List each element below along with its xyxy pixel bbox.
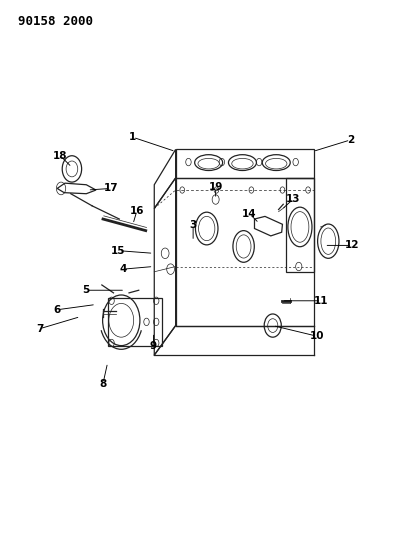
Text: 4: 4 xyxy=(119,264,127,274)
Text: 14: 14 xyxy=(242,209,257,219)
Text: 2: 2 xyxy=(347,135,354,145)
Text: 9: 9 xyxy=(150,341,157,351)
Text: 6: 6 xyxy=(54,305,61,315)
Text: 12: 12 xyxy=(345,240,360,251)
Text: 7: 7 xyxy=(36,324,43,334)
Text: 13: 13 xyxy=(286,194,301,204)
Text: 18: 18 xyxy=(53,151,67,161)
Text: 17: 17 xyxy=(104,183,118,193)
Text: 8: 8 xyxy=(99,378,107,389)
Text: 19: 19 xyxy=(208,182,223,192)
Text: 5: 5 xyxy=(83,285,90,295)
Text: 90158 2000: 90158 2000 xyxy=(18,15,93,28)
Text: 16: 16 xyxy=(130,206,144,216)
Text: 1: 1 xyxy=(129,132,137,142)
Text: 10: 10 xyxy=(309,331,324,341)
Text: 3: 3 xyxy=(190,220,197,230)
Text: 11: 11 xyxy=(314,296,329,306)
Text: 15: 15 xyxy=(111,246,126,256)
